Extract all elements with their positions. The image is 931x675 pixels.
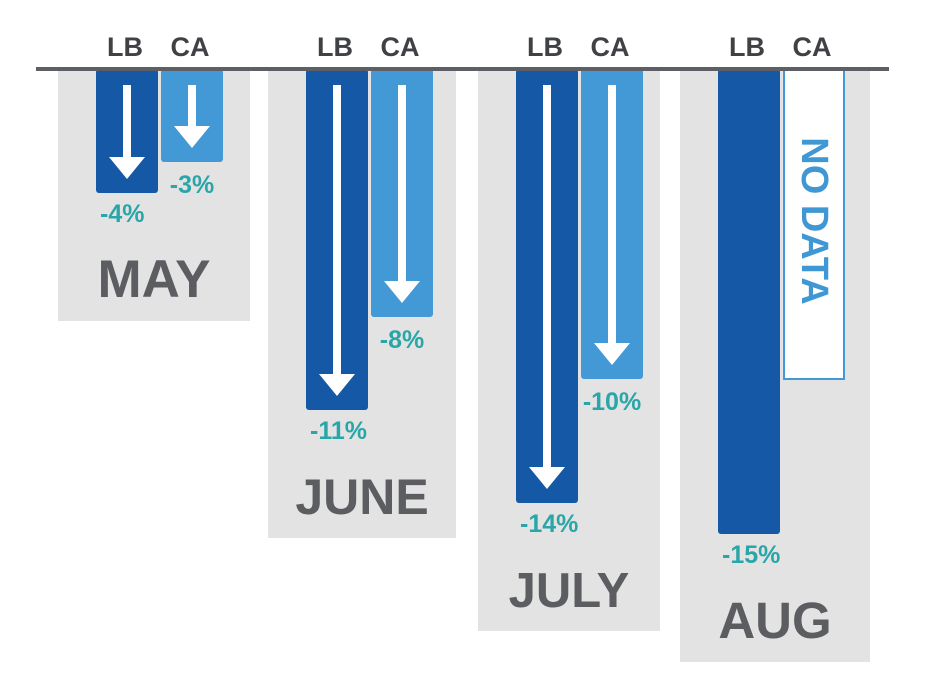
month-label-june: JUNE — [295, 469, 428, 525]
arrow-lb-may-head — [109, 157, 145, 179]
no-data-label: NO DATA — [793, 137, 835, 304]
value-label-ca-may: -3% — [170, 171, 214, 199]
series-label-ca-aug: CA — [793, 32, 832, 62]
arrow-ca-july-shaft — [608, 85, 616, 345]
value-label-lb-july: -14% — [520, 510, 578, 538]
arrow-lb-july — [529, 85, 565, 489]
value-label-lb-aug: -15% — [722, 541, 780, 569]
series-label-ca-may: CA — [171, 32, 210, 62]
month-label-may: MAY — [98, 250, 211, 309]
arrow-ca-july-head — [594, 343, 630, 365]
bar-lb-aug — [718, 69, 780, 534]
arrow-ca-june — [384, 85, 420, 303]
arrow-ca-may — [174, 85, 210, 148]
series-label-ca-june: CA — [381, 32, 420, 62]
arrow-ca-june-head — [384, 281, 420, 303]
arrow-ca-may-shaft — [188, 85, 196, 128]
series-label-lb-aug: LB — [729, 32, 765, 62]
arrow-lb-june — [319, 85, 355, 396]
series-label-ca-july: CA — [591, 32, 630, 62]
value-label-ca-june: -8% — [380, 326, 424, 354]
arrow-lb-may — [109, 85, 145, 179]
arrow-ca-may-head — [174, 126, 210, 148]
arrow-lb-june-head — [319, 374, 355, 396]
no-data-box-aug — [783, 68, 845, 380]
value-label-lb-may: -4% — [100, 200, 144, 228]
series-label-lb-june: LB — [317, 32, 353, 62]
arrow-lb-july-shaft — [543, 85, 551, 469]
series-label-lb-july: LB — [527, 32, 563, 62]
arrow-ca-july — [594, 85, 630, 365]
value-label-lb-june: -11% — [310, 417, 367, 445]
month-label-july: JULY — [509, 564, 630, 618]
month-label-aug: AUG — [718, 592, 831, 649]
arrow-ca-june-shaft — [398, 85, 406, 283]
arrow-lb-may-shaft — [123, 85, 131, 159]
series-label-lb-may: LB — [107, 32, 143, 62]
arrow-lb-july-head — [529, 467, 565, 489]
value-label-ca-july: -10% — [583, 388, 641, 416]
arrow-lb-june-shaft — [333, 85, 341, 376]
